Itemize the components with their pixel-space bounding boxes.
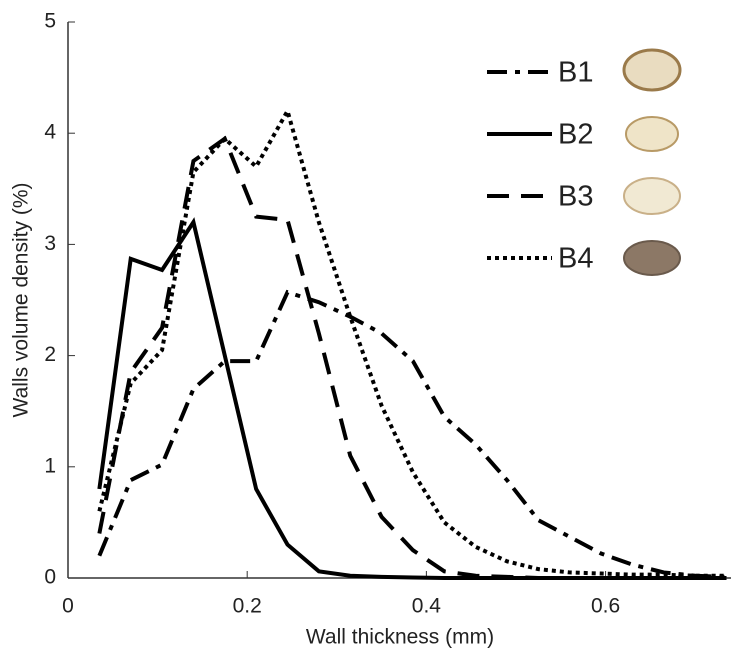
y-axis-label: Walls volume density (%) <box>10 183 33 418</box>
legend-icons <box>622 48 682 276</box>
y-tick-label: 1 <box>44 454 56 477</box>
legend-label: B3 <box>558 181 593 213</box>
y-tick-label: 0 <box>44 566 56 589</box>
legend-label: B2 <box>558 119 593 151</box>
y-tick-label: 4 <box>44 121 56 144</box>
y-tick-label: 3 <box>44 232 56 255</box>
series-line <box>97 105 727 578</box>
x-tick-label: 0 <box>62 595 74 618</box>
x-tick-label: 0.6 <box>591 595 620 618</box>
x-tick-label: 0.4 <box>412 595 442 618</box>
legend-label: B4 <box>558 243 593 275</box>
series-line <box>97 135 727 580</box>
x-axis-label: Wall thickness (mm) <box>306 626 494 649</box>
y-tick-label: 5 <box>44 10 56 33</box>
y-tick-label: 2 <box>44 343 56 366</box>
series-line <box>97 289 727 579</box>
series-line <box>97 217 727 580</box>
legend-label: B1 <box>558 57 593 89</box>
x-tick-label: 0.2 <box>233 595 262 618</box>
